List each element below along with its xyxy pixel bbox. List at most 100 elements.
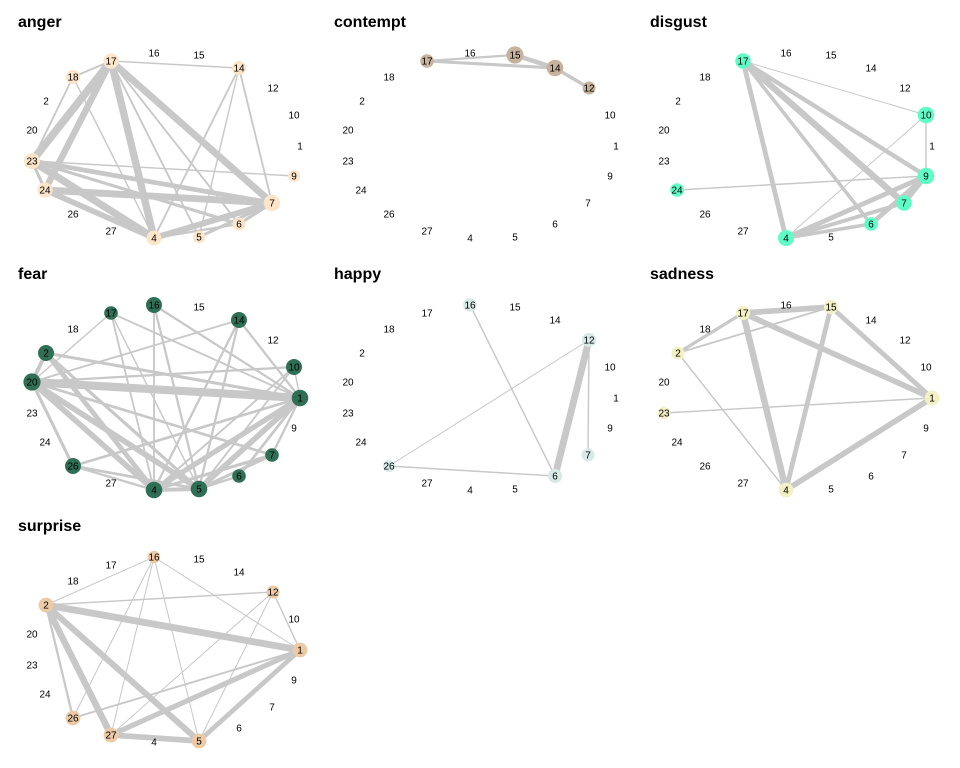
node-label-10: 10: [920, 111, 932, 122]
edge-12-6: [551, 336, 593, 480]
edge-4-17: [110, 312, 155, 491]
node-label-4: 4: [151, 486, 157, 497]
node-17: [104, 306, 118, 320]
node-label-7: 7: [901, 199, 907, 210]
edge-16-27: [110, 556, 155, 736]
node-label-14: 14: [233, 568, 245, 579]
node-label-9: 9: [291, 424, 297, 435]
edge-16-1: [153, 556, 301, 651]
node-label-17: 17: [737, 309, 749, 320]
node-17: [735, 305, 751, 321]
edge-group: [28, 57, 295, 242]
node-label-20: 20: [26, 126, 38, 137]
node-26: [65, 458, 81, 474]
edge-12-27: [110, 591, 274, 736]
node-2: [38, 597, 54, 613]
node-17: [103, 53, 119, 69]
node-label-17: 17: [421, 57, 433, 68]
edge-2-1: [42, 601, 304, 654]
edge-20-26: [30, 380, 75, 468]
edge-1-4: [151, 395, 303, 493]
edge-1-6: [237, 396, 302, 478]
node-label-2: 2: [359, 97, 365, 108]
node-label-6: 6: [236, 724, 242, 735]
edge-4-6: [152, 222, 241, 240]
edge-7-4: [784, 201, 906, 240]
node-label-27: 27: [421, 227, 433, 238]
node-label-12: 12: [267, 84, 279, 95]
node-label-6: 6: [236, 220, 242, 231]
edge-16-26: [72, 556, 155, 719]
node-6: [547, 468, 563, 484]
edge-5-14: [198, 67, 240, 238]
node-label-12: 12: [583, 336, 595, 347]
node-label-6: 6: [868, 472, 874, 483]
node-label-10: 10: [288, 615, 300, 626]
edge-26-5: [71, 464, 201, 491]
node-label-27: 27: [737, 227, 749, 238]
node-23: [657, 406, 671, 420]
node-label-16: 16: [148, 553, 160, 564]
node-label-15: 15: [193, 51, 205, 62]
node-label-2: 2: [675, 97, 681, 108]
node-label-2: 2: [675, 349, 681, 360]
panel-title: happy: [334, 266, 381, 283]
edge-5-10: [198, 366, 295, 490]
node-17: [420, 54, 434, 68]
edge-16-2: [45, 556, 155, 606]
node-label-9: 9: [291, 172, 297, 183]
node-label-16: 16: [464, 301, 476, 312]
node-label-5: 5: [196, 485, 202, 496]
node-label-17: 17: [421, 309, 433, 320]
node-1: [924, 390, 940, 406]
edge-17-14: [110, 60, 240, 69]
node-label-24: 24: [671, 186, 683, 197]
node-24: [37, 182, 53, 198]
edge-2-4: [677, 352, 787, 491]
node-4: [145, 481, 163, 499]
node-label-15: 15: [193, 303, 205, 314]
node-label-9: 9: [923, 424, 929, 435]
edge-24-4: [42, 187, 157, 241]
node-label-12: 12: [267, 336, 279, 347]
edge-26-12: [388, 339, 590, 467]
panel-title: sadness: [650, 266, 714, 283]
edge-26-6: [388, 465, 556, 477]
node-label-5: 5: [512, 485, 518, 496]
node-label-23: 23: [658, 157, 670, 168]
node-label-5: 5: [512, 233, 518, 244]
node-label-12: 12: [583, 84, 595, 95]
node-9: [917, 167, 935, 185]
node-label-26: 26: [383, 462, 395, 473]
edge-6-4: [784, 222, 873, 240]
edge-group: [42, 556, 304, 745]
node-16: [463, 298, 477, 312]
node-label-1: 1: [929, 142, 935, 153]
node-18: [65, 69, 81, 85]
node-label-26: 26: [67, 462, 79, 473]
node-26: [382, 459, 396, 473]
node-label-23: 23: [26, 409, 38, 420]
edge-9-4: [783, 173, 929, 241]
node-4: [778, 482, 794, 498]
node-label-17: 17: [105, 561, 117, 572]
edge-1-5: [196, 395, 303, 492]
edge-14-7: [238, 67, 273, 204]
node-label-9: 9: [291, 676, 297, 687]
node-label-10: 10: [604, 363, 616, 374]
edge-15-4: [783, 304, 834, 493]
node-label-18: 18: [67, 577, 79, 588]
node-label-18: 18: [383, 325, 395, 336]
node-label-24: 24: [39, 438, 51, 449]
edge-2-5: [42, 601, 203, 745]
node-label-27: 27: [105, 227, 117, 238]
node-5: [191, 733, 207, 749]
node-14: [231, 312, 247, 328]
node-label-7: 7: [585, 451, 591, 462]
